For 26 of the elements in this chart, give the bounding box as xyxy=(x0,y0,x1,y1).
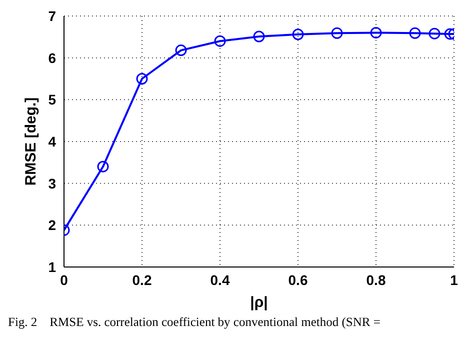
x-tick-label: 0.2 xyxy=(132,272,152,288)
point xyxy=(409,27,421,39)
point xyxy=(175,44,187,56)
point xyxy=(214,35,226,47)
x-tick-label: 0 xyxy=(60,272,68,288)
y-tick-label: 2 xyxy=(48,217,56,234)
y-axis-title: RMSE [deg.] xyxy=(22,97,40,186)
point xyxy=(331,27,343,39)
point xyxy=(136,73,148,84)
caption: Fig. 2 RMSE vs. correlation coefficient by conventional method (SNR = xyxy=(8,315,382,330)
point xyxy=(97,160,109,172)
y-tick-label: 5 xyxy=(48,92,56,108)
x-tick-label: 0.4 xyxy=(210,272,230,288)
x-tick-label: 0.6 xyxy=(288,272,308,288)
x-axis-title: |ρ| xyxy=(250,294,268,311)
x-tick-label: 0.8 xyxy=(366,272,386,288)
y-tick-label: 7 xyxy=(48,8,56,24)
point xyxy=(370,26,382,38)
x-tick-label: 1 xyxy=(450,272,458,288)
point xyxy=(428,28,440,40)
y-tick-label: 4 xyxy=(48,133,56,150)
y-tick-label: 6 xyxy=(48,50,56,66)
y-tick-label: 3 xyxy=(48,175,56,192)
point xyxy=(292,28,304,40)
y-tick-label: 1 xyxy=(48,258,56,275)
point xyxy=(253,30,265,42)
